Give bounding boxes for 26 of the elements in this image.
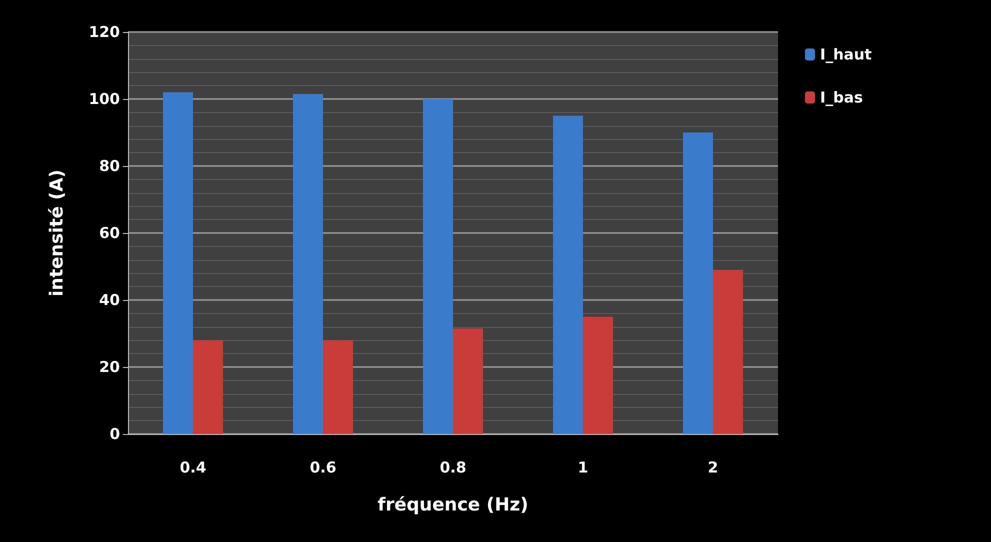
x-tick-label: 0.4 [180, 458, 206, 476]
y-tick-label: 20 [99, 358, 120, 376]
y-tick-label: 40 [99, 291, 120, 309]
y-tick-label: 0 [110, 425, 120, 443]
bar [553, 116, 583, 434]
x-tick-label: 0.8 [440, 458, 466, 476]
bar [423, 99, 453, 434]
bar [683, 132, 713, 434]
bar [583, 316, 613, 434]
x-axis-title: fréquence (Hz) [378, 494, 528, 516]
bar [193, 340, 223, 434]
legend-label: I_bas [820, 88, 863, 106]
x-tick-label: 1 [578, 458, 588, 476]
bar [293, 94, 323, 434]
y-tick-label: 60 [99, 224, 120, 242]
bar [453, 328, 483, 434]
x-tick-label: 0.6 [310, 458, 336, 476]
bar [323, 340, 353, 434]
legend-label: I_haut [820, 46, 872, 64]
y-tick-label: 80 [99, 157, 120, 175]
bar [713, 270, 743, 434]
y-axis-title: intensité (A) [46, 170, 68, 296]
y-tick-label: 100 [88, 90, 120, 108]
x-tick-label: 2 [708, 458, 718, 476]
y-tick-label: 120 [88, 23, 120, 41]
bar [163, 92, 193, 434]
